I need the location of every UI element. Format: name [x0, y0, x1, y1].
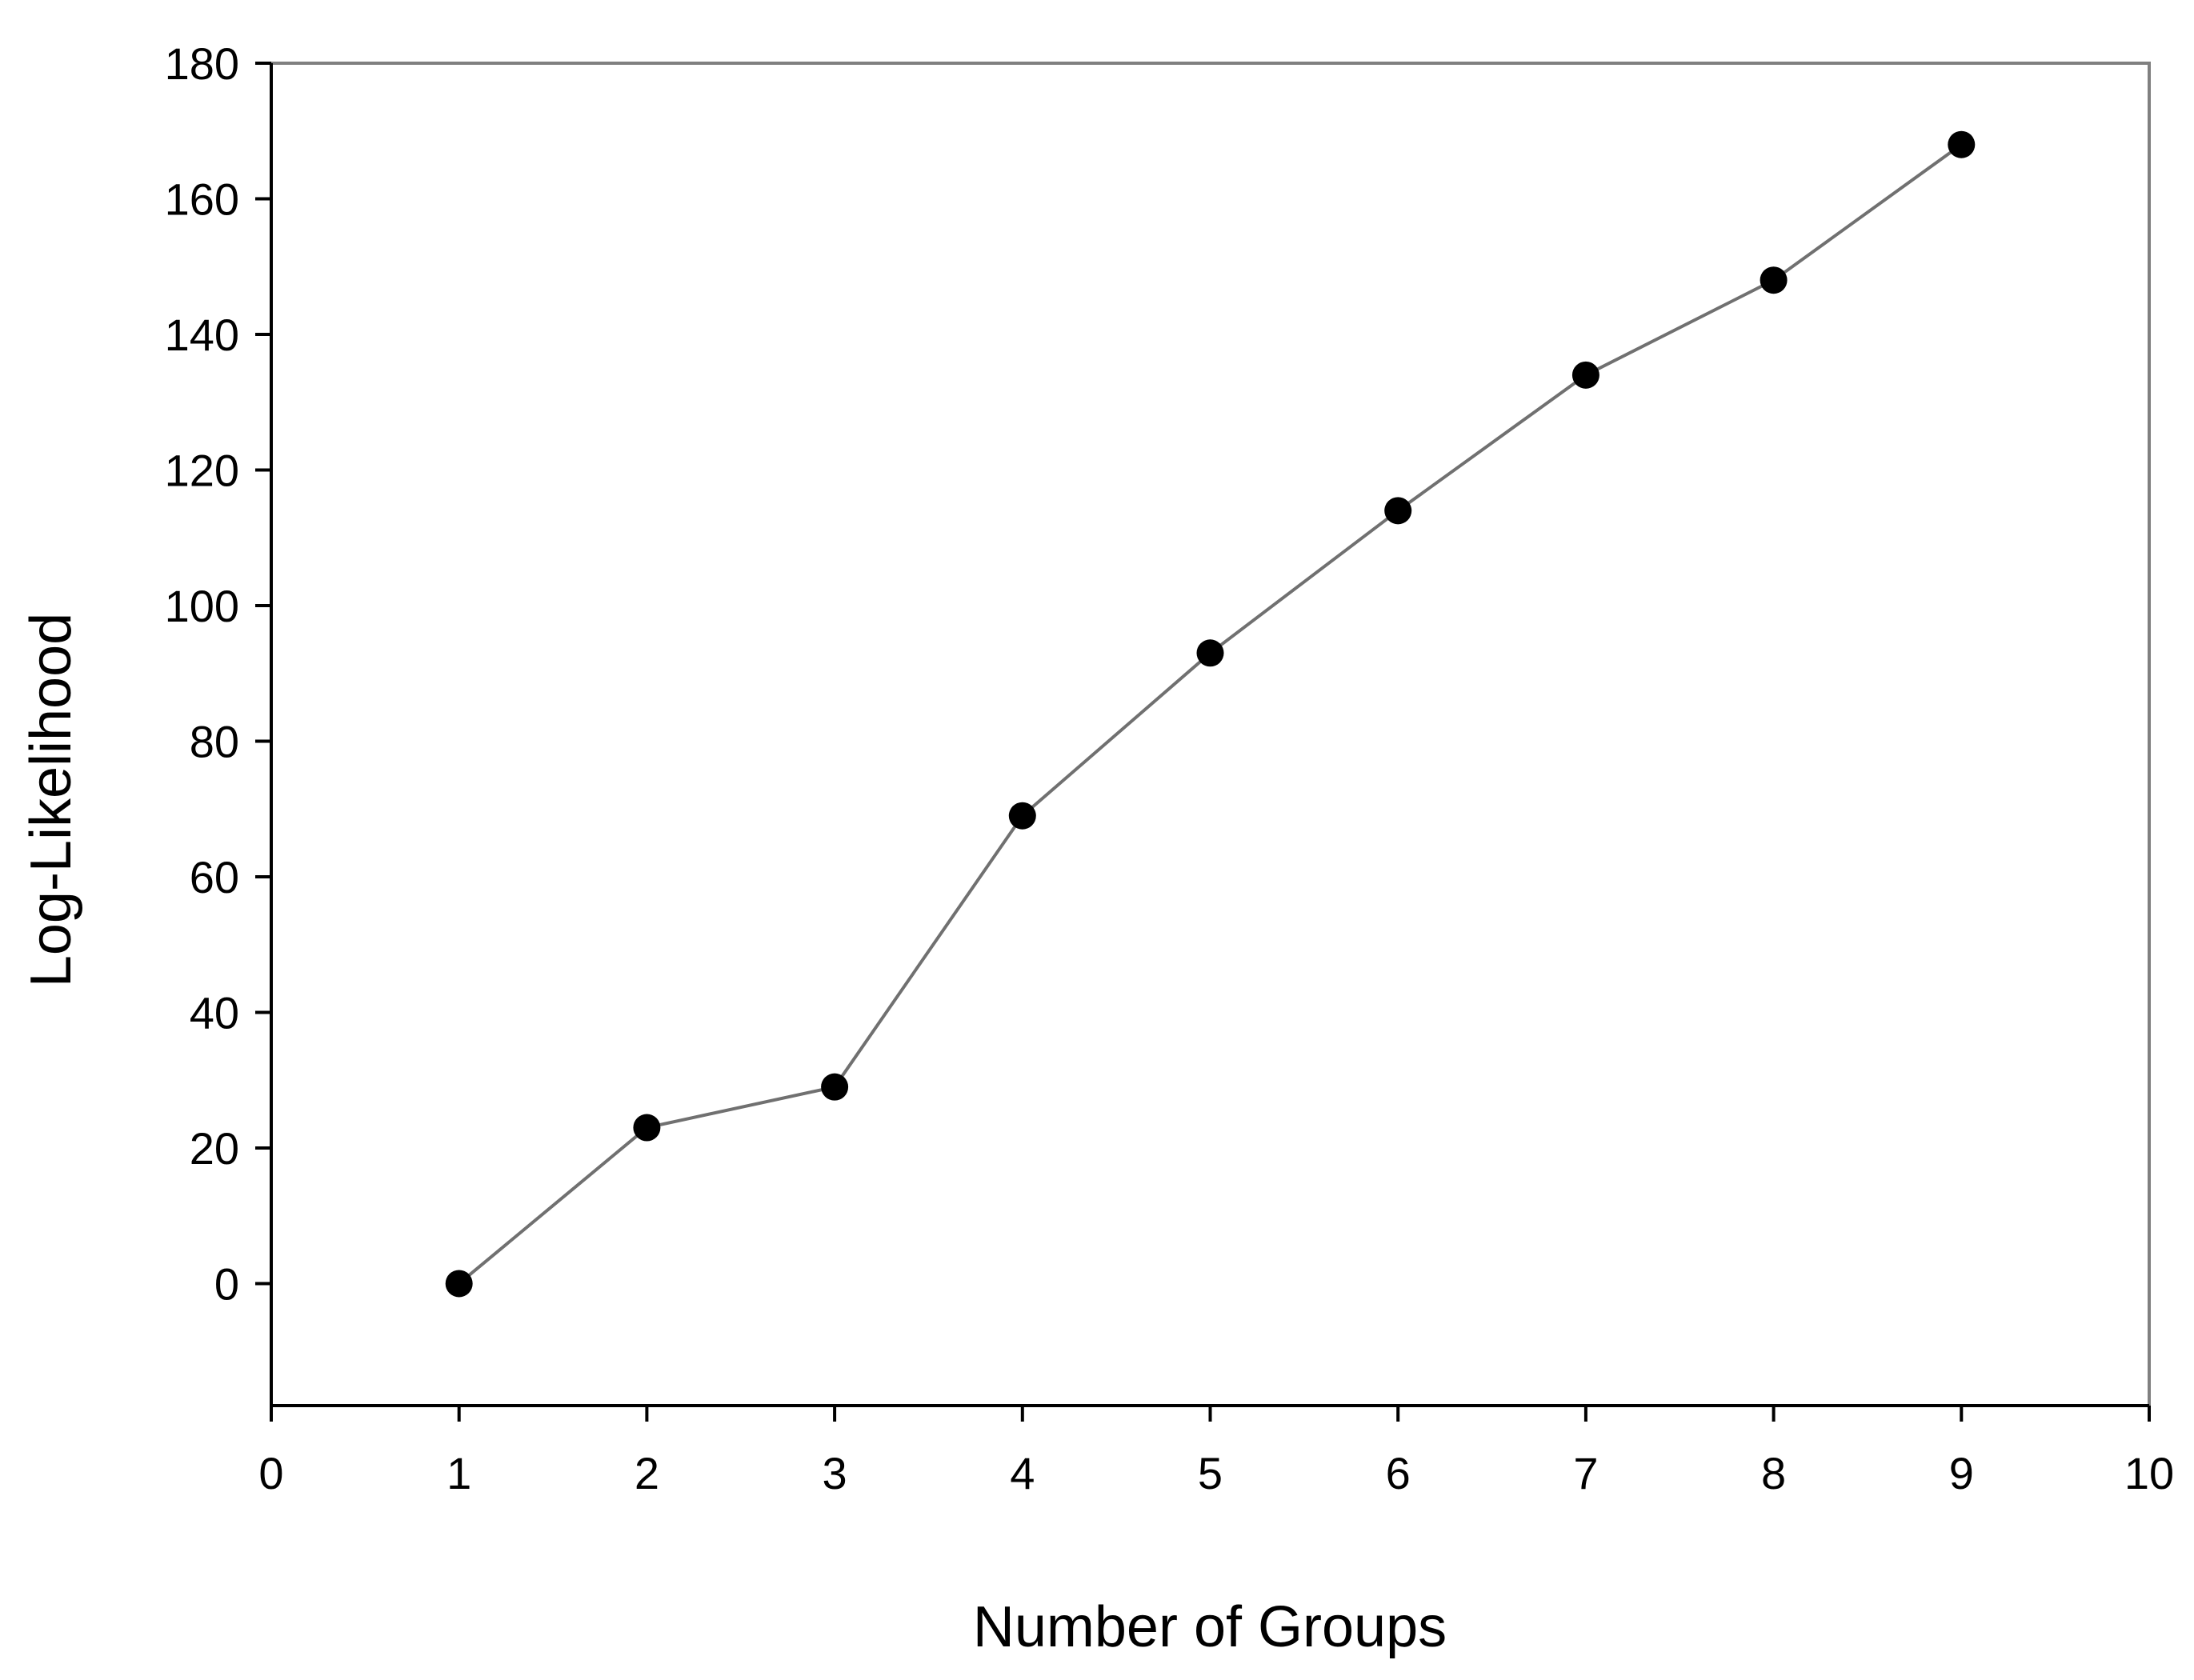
x-tick-label-3: 3	[823, 1448, 847, 1498]
data-point-4	[1008, 802, 1036, 830]
data-point-3	[821, 1073, 849, 1101]
x-tick-label-2: 2	[635, 1448, 659, 1498]
series-line-0	[458, 143, 1963, 1285]
x-tick-label-5: 5	[1198, 1448, 1223, 1498]
data-point-7	[1571, 361, 1599, 389]
x-tick-label-4: 4	[1010, 1448, 1035, 1498]
x-axis: 0 1 2 3 4 5 6 7 8 9 10	[258, 1404, 2174, 1498]
y-tick-label-80: 80	[190, 716, 239, 766]
data-point-9	[1948, 130, 1976, 158]
y-tick-label-20: 20	[190, 1123, 239, 1174]
y-tick-label-40: 40	[190, 987, 239, 1038]
y-tick-label-160: 160	[165, 174, 239, 224]
data-point-1	[445, 1270, 473, 1298]
y-tick-label-0: 0	[214, 1258, 239, 1309]
data-point-5	[1196, 639, 1224, 667]
data-point-2	[633, 1114, 661, 1142]
x-axis-title: Number of Groups	[973, 1595, 1447, 1659]
x-tick-label-0: 0	[258, 1448, 283, 1498]
x-tick-label-8: 8	[1761, 1448, 1786, 1498]
x-tick-label-1: 1	[446, 1448, 471, 1498]
x-tick-label-9: 9	[1949, 1448, 1974, 1498]
data-point-8	[1760, 266, 1788, 294]
x-tick-label-7: 7	[1573, 1448, 1598, 1498]
y-tick-label-180: 180	[165, 38, 239, 89]
y-axis-title: Log-Likelihood	[19, 613, 83, 987]
y-axis: 0 20 40 60 80 100 120 140 160 180	[165, 38, 273, 1406]
x-tick-label-6: 6	[1386, 1448, 1411, 1498]
series-log-likelihood	[445, 130, 1976, 1298]
y-tick-label-100: 100	[165, 581, 239, 631]
y-tick-label-140: 140	[165, 310, 239, 360]
x-tick-label-10: 10	[2124, 1448, 2174, 1498]
y-tick-label-120: 120	[165, 445, 239, 495]
data-point-6	[1384, 497, 1412, 525]
y-tick-label-60: 60	[190, 852, 239, 902]
